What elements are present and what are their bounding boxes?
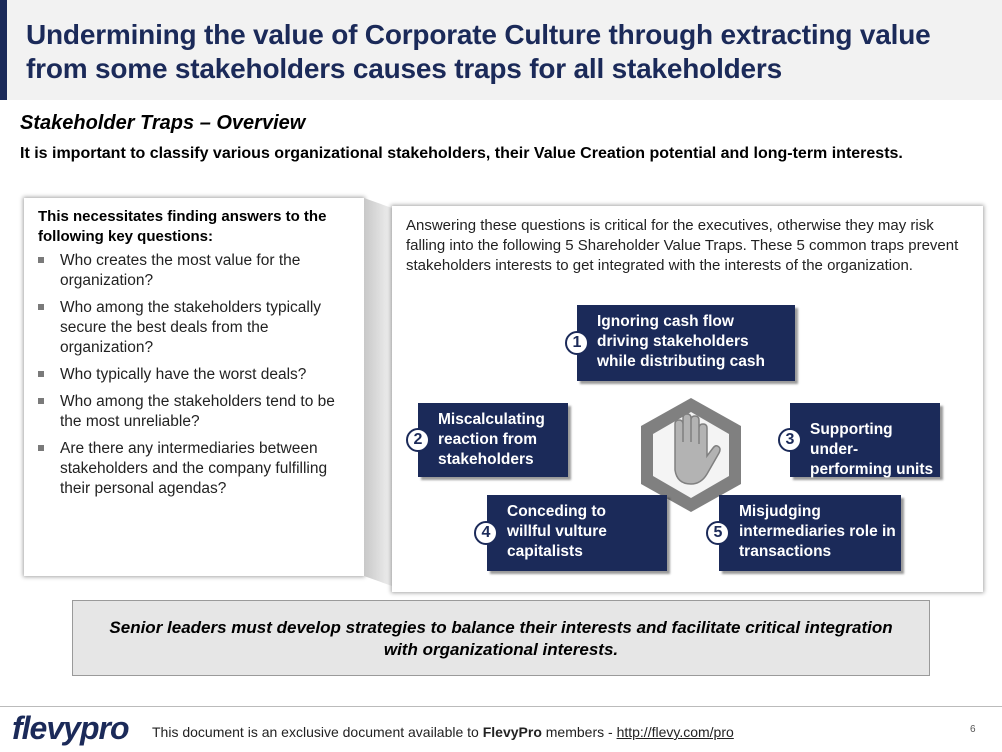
question-list: Who creates the most value for the organ… bbox=[38, 251, 352, 499]
trap-box-1: Ignoring cash flow driving stakeholders … bbox=[577, 305, 795, 381]
trap-box-4: Conceding to willful vulture capitalists bbox=[487, 495, 667, 571]
title-accent-bar bbox=[0, 0, 7, 100]
trap-number-2: 2 bbox=[406, 428, 430, 452]
key-questions-panel: This necessitates finding answers to the… bbox=[24, 198, 364, 576]
key-takeaway-callout: Senior leaders must develop strategies t… bbox=[72, 600, 930, 676]
trap-number-4: 4 bbox=[474, 521, 498, 545]
question-item: Are there any intermediaries between sta… bbox=[38, 439, 352, 499]
trap-box-2: Miscalculating reaction from stakeholder… bbox=[418, 403, 568, 477]
callout-text: Senior leaders must develop strategies t… bbox=[109, 618, 893, 659]
trap-number-5: 5 bbox=[706, 521, 730, 545]
page-number: 6 bbox=[970, 724, 976, 735]
question-item: Who typically have the worst deals? bbox=[38, 365, 352, 385]
flevypro-logo: flevypro bbox=[12, 710, 129, 746]
trap-box-5: Misjudging intermediaries role in transa… bbox=[719, 495, 901, 571]
square-bullet-icon bbox=[38, 257, 44, 263]
panel-connector bbox=[364, 198, 392, 586]
value-traps-description: Answering these questions is critical fo… bbox=[406, 217, 959, 274]
square-bullet-icon bbox=[38, 371, 44, 377]
square-bullet-icon bbox=[38, 398, 44, 404]
flevy-pro-link[interactable]: http://flevy.com/pro bbox=[616, 724, 734, 740]
title-bar: Undermining the value of Corporate Cultu… bbox=[0, 0, 1002, 100]
question-item: Who creates the most value for the organ… bbox=[38, 251, 352, 291]
key-questions-heading: This necessitates finding answers to the… bbox=[38, 208, 327, 245]
value-traps-panel: Answering these questions is critical fo… bbox=[392, 206, 983, 592]
trap-box-3: Supporting under-performing units bbox=[790, 403, 940, 478]
intro-text: It is important to classify various orga… bbox=[20, 145, 903, 162]
square-bullet-icon bbox=[38, 304, 44, 310]
square-bullet-icon bbox=[38, 445, 44, 451]
question-item: Who among the stakeholders tend to be th… bbox=[38, 392, 352, 432]
trap-number-1: 1 bbox=[565, 331, 589, 355]
stop-hand-icon bbox=[641, 398, 741, 512]
footer-notice: This document is an exclusive document a… bbox=[152, 724, 734, 740]
footer-divider bbox=[0, 706, 1002, 707]
section-subtitle: Stakeholder Traps – Overview bbox=[20, 112, 306, 134]
trap-number-3: 3 bbox=[778, 428, 802, 452]
slide-title: Undermining the value of Corporate Cultu… bbox=[26, 19, 931, 84]
question-item: Who among the stakeholders typically sec… bbox=[38, 298, 352, 358]
